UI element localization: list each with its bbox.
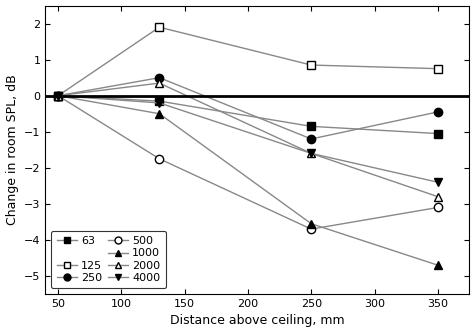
Legend: 63, , 125, 250, 500, 1000, 2000, 4000: 63, , 125, 250, 500, 1000, 2000, 4000: [51, 231, 166, 288]
Y-axis label: Change in room SPL, dB: Change in room SPL, dB: [6, 74, 19, 225]
X-axis label: Distance above ceiling, mm: Distance above ceiling, mm: [170, 314, 345, 327]
